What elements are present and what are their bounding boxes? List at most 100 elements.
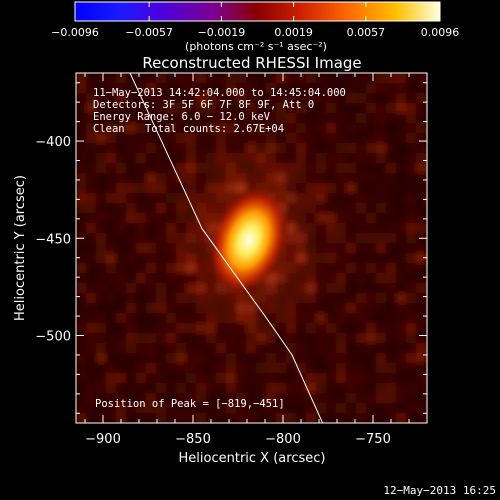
- heatmap-cell: [376, 353, 386, 363]
- heatmap-cell: [376, 93, 386, 103]
- heatmap-cell: [96, 143, 106, 153]
- heatmap-cell: [136, 153, 146, 163]
- heatmap-cell: [406, 183, 416, 193]
- heatmap-cell: [136, 203, 146, 213]
- heatmap-cell: [226, 403, 236, 413]
- heatmap-cell: [366, 303, 376, 313]
- heatmap-cell: [316, 313, 326, 323]
- heatmap-cell: [406, 293, 416, 303]
- heatmap-cell: [266, 293, 276, 303]
- heatmap-cell: [326, 263, 336, 273]
- heatmap-cell: [146, 173, 156, 183]
- heatmap-cell: [86, 283, 96, 293]
- heatmap-cell: [116, 343, 126, 353]
- heatmap-cell: [366, 243, 376, 253]
- heatmap-cell: [256, 83, 266, 93]
- heatmap-cell: [316, 163, 326, 173]
- heatmap-cell: [396, 403, 406, 413]
- heatmap-cell: [156, 213, 166, 223]
- heatmap-cell: [76, 383, 86, 393]
- heatmap-cell: [336, 303, 346, 313]
- colorbar-gradient: [74, 1, 441, 22]
- heatmap-cell: [286, 353, 296, 363]
- heatmap-cell: [376, 153, 386, 163]
- heatmap-cell: [156, 173, 166, 183]
- heatmap-cell: [386, 323, 396, 333]
- heatmap-cell: [126, 83, 136, 93]
- heatmap-cell: [156, 103, 166, 113]
- heatmap-cell: [276, 373, 286, 383]
- heatmap-cell: [336, 283, 346, 293]
- heatmap-cell: [296, 203, 306, 213]
- heatmap-cell: [106, 113, 116, 123]
- heatmap-cell: [166, 223, 176, 233]
- heatmap-cell: [106, 283, 116, 293]
- heatmap-cell: [136, 173, 146, 183]
- heatmap-cell: [156, 123, 166, 133]
- heatmap-cell: [266, 123, 276, 133]
- heatmap-cell: [356, 363, 366, 373]
- heatmap-cell: [136, 103, 146, 113]
- heatmap-cell: [346, 193, 356, 203]
- heatmap-cell: [366, 323, 376, 333]
- heatmap-cell: [296, 243, 306, 253]
- heatmap-cell: [106, 313, 116, 323]
- heatmap-cell: [146, 223, 156, 233]
- heatmap-cell: [86, 323, 96, 333]
- heatmap-cell: [96, 233, 106, 243]
- heatmap-cell: [166, 253, 176, 263]
- heatmap-cell: [216, 183, 226, 193]
- heatmap-cell: [96, 223, 106, 233]
- heatmap-cell: [146, 253, 156, 263]
- heatmap-cell: [96, 373, 106, 383]
- heatmap-cell: [396, 133, 406, 143]
- heatmap-cell: [316, 183, 326, 193]
- heatmap-cell: [166, 143, 176, 153]
- heatmap-cell: [126, 243, 136, 253]
- heatmap-cell: [196, 403, 206, 413]
- heatmap-cell: [156, 163, 166, 173]
- heatmap-cell: [86, 363, 96, 373]
- heatmap-cell: [416, 363, 426, 373]
- heatmap-cell: [246, 143, 256, 153]
- heatmap-cell: [176, 223, 186, 233]
- heatmap-cell: [86, 263, 96, 273]
- heatmap-cell: [156, 133, 166, 143]
- heatmap-cell: [266, 353, 276, 363]
- heatmap-cell: [386, 233, 396, 243]
- heatmap-cell: [296, 153, 306, 163]
- heatmap-cell: [296, 143, 306, 153]
- heatmap-cell: [76, 113, 86, 123]
- heatmap-cell: [96, 243, 106, 253]
- heatmap-cell: [76, 283, 86, 293]
- heatmap-cell: [246, 393, 256, 403]
- heatmap-cell: [396, 233, 406, 243]
- heatmap-cell: [216, 323, 226, 333]
- heatmap-cell: [306, 73, 316, 83]
- heatmap-cell: [346, 263, 356, 273]
- heatmap-cell: [416, 293, 426, 303]
- heatmap-cell: [396, 153, 406, 163]
- heatmap-cell: [326, 343, 336, 353]
- heatmap-cell: [106, 173, 116, 183]
- heatmap-cell: [216, 383, 226, 393]
- heatmap-cell: [416, 333, 426, 343]
- heatmap-cell: [116, 233, 126, 243]
- heatmap-cell: [316, 283, 326, 293]
- heatmap-cell: [376, 83, 386, 93]
- heatmap-cell: [136, 293, 146, 303]
- heatmap-cell: [96, 153, 106, 163]
- heatmap-cell: [126, 383, 136, 393]
- heatmap-cell: [326, 313, 336, 323]
- heatmap-cell: [226, 173, 236, 183]
- heatmap-cell: [186, 123, 196, 133]
- heatmap-cell: [226, 163, 236, 173]
- heatmap-cell: [206, 83, 216, 93]
- heatmap-cell: [336, 233, 346, 243]
- heatmap-cell: [126, 353, 136, 363]
- heatmap-cell: [406, 413, 416, 423]
- heatmap-cell: [156, 373, 166, 383]
- heatmap-cell: [326, 353, 336, 363]
- heatmap-cell: [386, 173, 396, 183]
- heatmap-cell: [276, 303, 286, 313]
